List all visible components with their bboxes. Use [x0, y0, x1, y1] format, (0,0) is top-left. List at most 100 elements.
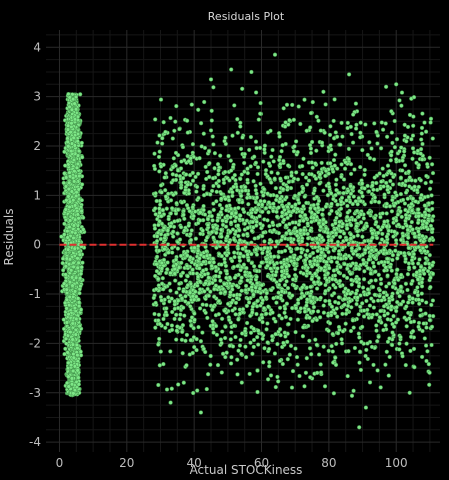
data-point	[428, 179, 434, 185]
data-point	[206, 275, 211, 280]
data-point	[300, 171, 305, 177]
data-point	[204, 302, 209, 308]
data-point	[410, 329, 416, 334]
data-point	[69, 275, 75, 280]
data-point	[313, 176, 319, 181]
data-point	[177, 281, 182, 286]
data-point	[168, 349, 173, 354]
data-point	[389, 268, 394, 273]
data-point	[233, 334, 238, 340]
data-point	[72, 143, 77, 148]
data-point	[264, 290, 269, 296]
data-point	[309, 352, 314, 357]
data-point	[212, 151, 218, 156]
data-point	[292, 272, 298, 278]
data-point	[238, 213, 243, 218]
data-point	[269, 180, 274, 185]
data-point	[155, 140, 160, 145]
data-point	[327, 266, 332, 271]
data-point	[199, 144, 204, 149]
data-point	[78, 283, 83, 289]
data-point	[66, 144, 71, 149]
data-point	[228, 337, 233, 342]
data-point	[345, 210, 350, 215]
data-point	[371, 305, 377, 310]
data-point	[248, 330, 254, 335]
data-point	[419, 298, 425, 303]
data-point	[318, 128, 323, 133]
data-point	[315, 370, 320, 376]
data-point	[72, 101, 77, 106]
data-point	[271, 296, 276, 301]
data-point	[66, 247, 71, 252]
data-point	[177, 317, 182, 322]
data-point	[207, 210, 212, 215]
data-point	[419, 137, 424, 142]
data-point	[69, 107, 75, 112]
data-point	[332, 163, 337, 168]
data-point	[63, 272, 68, 277]
data-point	[311, 280, 317, 285]
data-point	[314, 114, 319, 119]
data-point	[242, 221, 247, 226]
data-point	[65, 235, 70, 240]
data-point	[69, 362, 74, 368]
data-point	[369, 315, 374, 320]
data-point	[267, 205, 273, 210]
data-point	[156, 318, 161, 323]
data-point	[389, 109, 394, 114]
data-point	[214, 332, 220, 337]
data-point	[416, 324, 421, 329]
data-point	[75, 352, 80, 358]
data-point	[247, 147, 252, 153]
data-point	[66, 262, 72, 267]
data-point	[237, 292, 242, 298]
data-point	[168, 288, 173, 293]
data-point	[335, 331, 341, 336]
data-point	[358, 367, 364, 373]
data-point	[230, 193, 235, 199]
data-point	[380, 231, 385, 237]
data-point	[351, 112, 356, 117]
data-point	[191, 390, 196, 396]
data-point	[79, 140, 84, 146]
data-point	[334, 306, 339, 311]
data-point	[392, 145, 398, 150]
data-point	[275, 374, 280, 380]
data-point	[255, 298, 260, 304]
data-point	[265, 321, 270, 326]
data-point	[72, 203, 78, 208]
data-point	[289, 249, 294, 254]
data-point	[281, 340, 286, 346]
data-point	[329, 201, 334, 207]
data-point	[423, 261, 428, 266]
data-point	[372, 216, 378, 221]
data-point	[219, 253, 224, 259]
data-point	[240, 246, 245, 251]
data-point	[61, 180, 66, 186]
data-point	[62, 171, 67, 176]
data-point	[230, 190, 235, 195]
data-point	[308, 284, 313, 290]
data-point	[300, 334, 306, 339]
data-point	[79, 198, 84, 203]
data-point	[197, 287, 203, 292]
data-point	[308, 150, 314, 156]
data-point	[429, 193, 434, 198]
data-point	[72, 289, 78, 294]
data-point	[169, 327, 175, 333]
data-point	[383, 121, 388, 126]
data-point	[339, 120, 344, 126]
data-point	[169, 386, 174, 391]
data-point	[229, 168, 234, 173]
data-point	[360, 285, 366, 290]
data-point	[67, 294, 72, 300]
data-point	[365, 341, 370, 346]
data-point	[169, 323, 175, 328]
data-point	[384, 234, 389, 239]
data-point	[394, 305, 399, 310]
data-point	[258, 100, 263, 106]
data-point	[323, 173, 328, 179]
data-point	[283, 120, 288, 125]
data-point	[361, 314, 367, 319]
